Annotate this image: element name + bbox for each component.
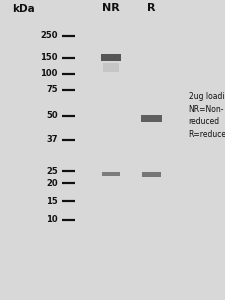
Bar — [100, 54, 120, 61]
Text: 15: 15 — [46, 196, 57, 206]
Text: NR: NR — [101, 3, 119, 13]
Text: 2ug loading
NR=Non-
reduced
R=reduced: 2ug loading NR=Non- reduced R=reduced — [188, 92, 225, 139]
Text: 100: 100 — [40, 69, 57, 78]
Text: 250: 250 — [40, 32, 57, 40]
Text: 150: 150 — [40, 53, 57, 62]
Text: R: R — [146, 3, 155, 13]
Bar — [102, 63, 118, 72]
Text: 37: 37 — [46, 135, 57, 144]
Text: kDa: kDa — [12, 4, 35, 14]
Bar — [142, 172, 160, 177]
Text: 50: 50 — [46, 111, 57, 120]
Text: 20: 20 — [46, 178, 57, 188]
Text: 25: 25 — [46, 167, 57, 176]
Text: 75: 75 — [46, 85, 57, 94]
Bar — [101, 172, 119, 176]
Bar — [141, 116, 161, 122]
Text: 10: 10 — [46, 215, 57, 224]
